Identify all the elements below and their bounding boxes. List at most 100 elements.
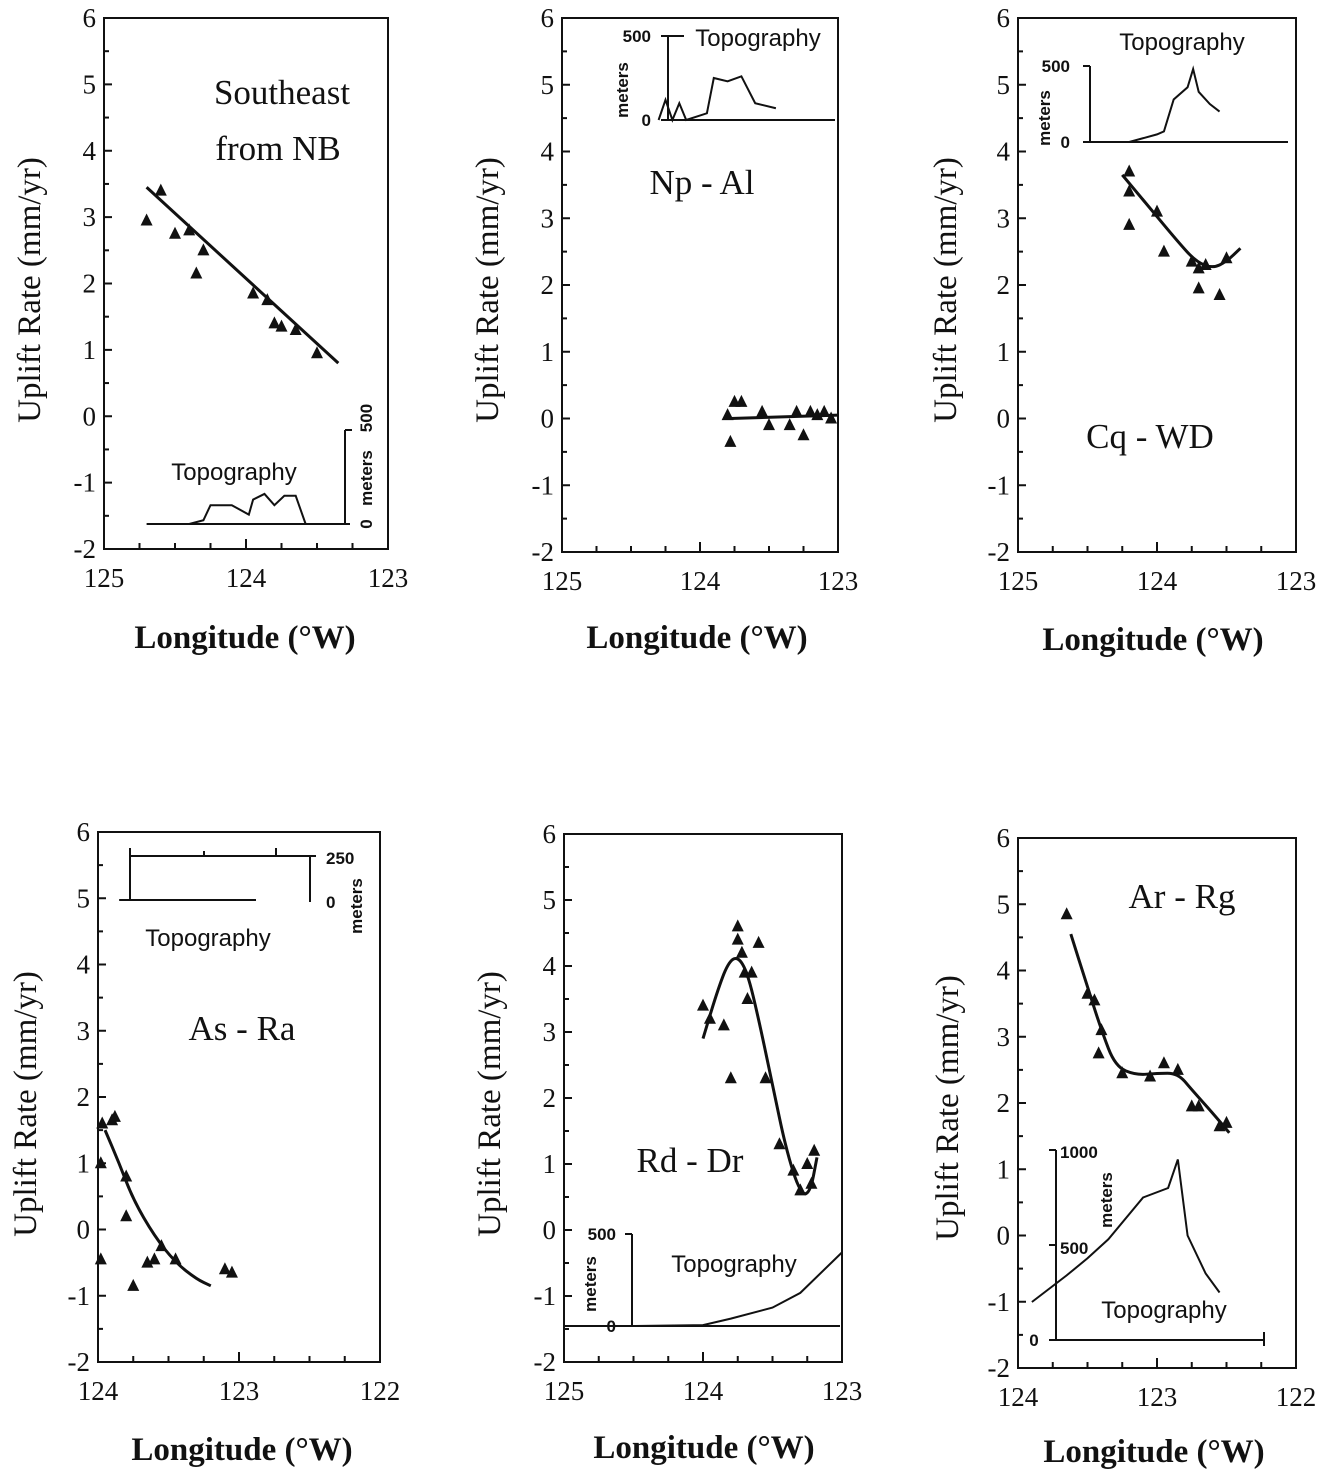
y-tick-label: 0 <box>83 401 97 431</box>
data-point <box>1192 261 1205 274</box>
data-point <box>154 183 167 196</box>
y-tick-label: 1 <box>77 1148 91 1178</box>
topography-profile <box>657 75 777 123</box>
data-point <box>811 408 824 421</box>
y-tick-label: 2 <box>997 270 1011 300</box>
data-point <box>1088 993 1101 1006</box>
y-tick-label: 6 <box>541 3 555 33</box>
y-tick-label: -1 <box>74 468 97 498</box>
inset-tick-label: 0 <box>357 519 376 528</box>
data-point <box>108 1109 121 1122</box>
inset-tick-label: 0 <box>1029 1331 1038 1350</box>
data-point <box>818 404 831 417</box>
y-tick-label: 2 <box>541 270 555 300</box>
x-tick-label: 123 <box>822 1376 863 1406</box>
y-tick-label: 6 <box>997 823 1011 853</box>
y-tick-label: 4 <box>77 950 91 980</box>
x-tick-label: 124 <box>78 1376 119 1406</box>
topography-inset: Topography 250 0 meters <box>119 848 366 952</box>
data-point <box>127 1278 140 1291</box>
topography-inset: Topography 500 0 meters <box>1035 29 1288 152</box>
data-point <box>1060 907 1073 920</box>
data-point <box>787 1163 800 1176</box>
x-ticks: 125 124 123 <box>84 539 408 593</box>
y-tick-label: 2 <box>997 1088 1011 1118</box>
y-ticks: -2 -1 0 1 2 3 4 5 6 <box>988 3 1026 567</box>
y-tick-label: 1 <box>997 337 1011 367</box>
inset-unit-label: meters <box>347 878 366 934</box>
x-axis-label: Longitude (°W) <box>131 1432 352 1468</box>
y-axis-label: Uplift Rate (mm/yr) <box>472 971 508 1237</box>
topography-inset: Topography meters 0 500 <box>146 404 376 529</box>
panel-southeast-from-nb: Uplift Rate (mm/yr) Longitude (°W) South… <box>12 3 408 656</box>
data-point <box>218 1262 231 1275</box>
data-point <box>96 1116 109 1129</box>
topography-inset: Topography 1000 500 0 meters <box>1029 1143 1265 1350</box>
fit-layer <box>103 1129 212 1288</box>
x-tick-label: 124 <box>683 1376 724 1406</box>
x-ticks: 125 124 123 <box>998 542 1316 596</box>
x-axis-label: Longitude (°W) <box>1042 622 1263 658</box>
points-layer <box>721 394 838 447</box>
data-point <box>140 213 153 226</box>
x-tick-label: 124 <box>998 1382 1039 1412</box>
inset-unit-label: meters <box>357 450 376 506</box>
x-ticks: 124 123 122 <box>998 1358 1316 1412</box>
inset-tick-label: 500 <box>357 404 376 432</box>
y-ticks: -2 -1 0 1 2 3 4 5 6 <box>532 3 570 567</box>
data-point <box>790 404 803 417</box>
y-tick-label: 3 <box>541 203 555 233</box>
panel-label: Southeast <box>214 73 350 112</box>
fit-layer <box>1121 173 1242 269</box>
y-tick-label: 6 <box>543 819 557 849</box>
y-tick-label: 4 <box>997 956 1011 986</box>
data-point <box>697 998 709 1011</box>
x-axis-label: Longitude (°W) <box>1043 1434 1264 1470</box>
data-point <box>141 1255 154 1268</box>
data-point <box>311 346 323 359</box>
panel-cq-wd: Uplift Rate (mm/yr) Longitude (°W) Cq - … <box>928 3 1316 658</box>
y-tick-label: -1 <box>534 1281 557 1311</box>
inset-unit-label: meters <box>1097 1172 1116 1228</box>
data-point <box>197 243 210 256</box>
y-tick-label: 4 <box>997 137 1011 167</box>
y-tick-label: 1 <box>997 1154 1011 1184</box>
fit-curve <box>103 1129 212 1288</box>
panel-label: Ar - Rg <box>1129 877 1236 916</box>
panel-rd-dr: Uplift Rate (mm/yr) Longitude (°W) Rd - … <box>472 819 862 1466</box>
inset-tick-label: 0 <box>607 1317 616 1336</box>
y-ticks: -2 -1 0 1 2 3 4 5 6 <box>988 823 1026 1383</box>
y-tick-label: 0 <box>997 404 1011 434</box>
data-point <box>731 932 744 945</box>
x-ticks: 125 124 123 <box>542 542 858 596</box>
topography-profile <box>1031 1159 1221 1303</box>
data-point <box>148 1252 161 1265</box>
data-point <box>1192 1099 1205 1112</box>
points-layer <box>1060 907 1233 1132</box>
y-tick-label: -1 <box>988 1287 1011 1317</box>
inset-tick-label: 1000 <box>1060 1143 1098 1162</box>
y-tick-label: 5 <box>543 885 557 915</box>
panel-label: Cq - WD <box>1086 417 1214 456</box>
y-tick-label: 3 <box>997 1022 1011 1052</box>
x-tick-label: 124 <box>680 566 721 596</box>
fit-curve <box>1121 173 1242 269</box>
y-tick-label: 5 <box>541 70 555 100</box>
panel-as-ra: Uplift Rate (mm/yr) Longitude (°W) As - … <box>8 817 400 1468</box>
y-tick-label: -1 <box>68 1281 91 1311</box>
y-tick-label: -1 <box>532 470 555 500</box>
inset-title: Topography <box>171 459 296 486</box>
plot-frame <box>563 833 843 1363</box>
data-point <box>703 1011 716 1024</box>
points-layer <box>140 183 323 359</box>
y-axis-label: Uplift Rate (mm/yr) <box>12 157 48 423</box>
y-tick-label: 2 <box>543 1083 557 1113</box>
y-axis-label: Uplift Rate (mm/yr) <box>928 157 964 423</box>
y-tick-label: 6 <box>997 3 1011 33</box>
y-tick-label: 0 <box>997 1221 1011 1251</box>
data-point <box>1199 257 1212 270</box>
inset-tick-label: 0 <box>1061 133 1070 152</box>
y-ticks: -2 -1 0 1 2 3 4 5 6 <box>68 817 106 1377</box>
data-point <box>794 1183 807 1196</box>
